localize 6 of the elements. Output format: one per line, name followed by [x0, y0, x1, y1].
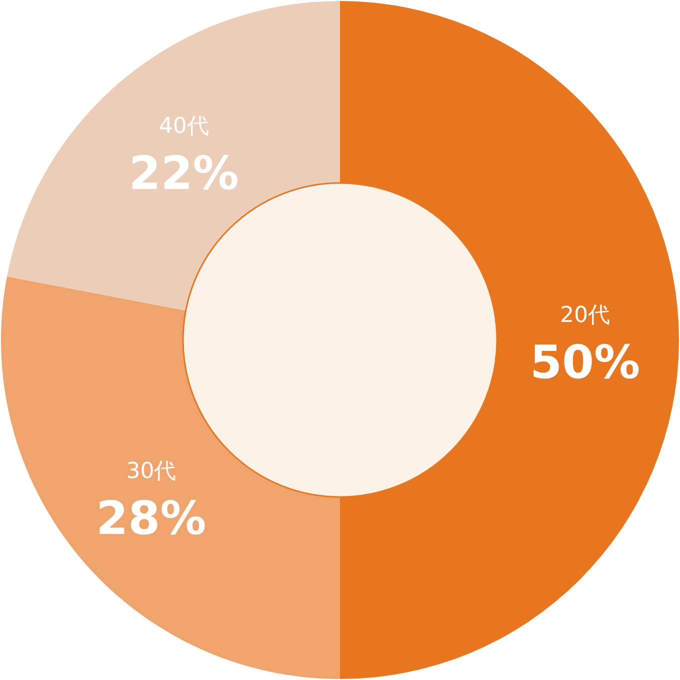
slice-label: 40代 — [158, 114, 209, 140]
data-label: 22% — [128, 146, 239, 200]
data-label: 50% — [530, 335, 640, 389]
data-label: 28% — [96, 491, 206, 546]
slice-label: 30代 — [126, 459, 176, 484]
slice-label: 20代 — [560, 303, 610, 328]
